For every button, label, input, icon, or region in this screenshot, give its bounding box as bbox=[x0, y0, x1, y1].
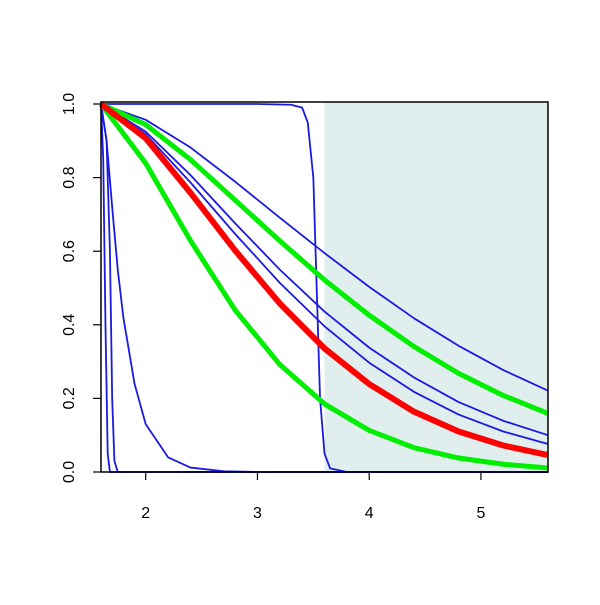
plot-box bbox=[100, 101, 549, 473]
y-tick-label: 0.8 bbox=[61, 166, 78, 188]
y-tick-label: 0.4 bbox=[61, 314, 78, 336]
curve bbox=[100, 103, 549, 392]
y-tick-label: 1.0 bbox=[61, 93, 78, 115]
y-tick-label: 0.0 bbox=[61, 461, 78, 483]
curve bbox=[99, 101, 549, 416]
y-tick-label: 0.2 bbox=[61, 387, 78, 409]
x-tick-label: 4 bbox=[365, 505, 374, 522]
y-tick-label: 0.6 bbox=[61, 240, 78, 262]
curve bbox=[99, 102, 549, 471]
x-tick-label: 5 bbox=[476, 505, 485, 522]
shaded-region bbox=[324, 102, 548, 472]
x-tick-label: 2 bbox=[141, 505, 150, 522]
curve bbox=[100, 103, 549, 437]
curve bbox=[101, 103, 548, 473]
curve bbox=[100, 103, 549, 445]
curve bbox=[99, 101, 549, 459]
x-tick-label: 3 bbox=[253, 505, 262, 522]
